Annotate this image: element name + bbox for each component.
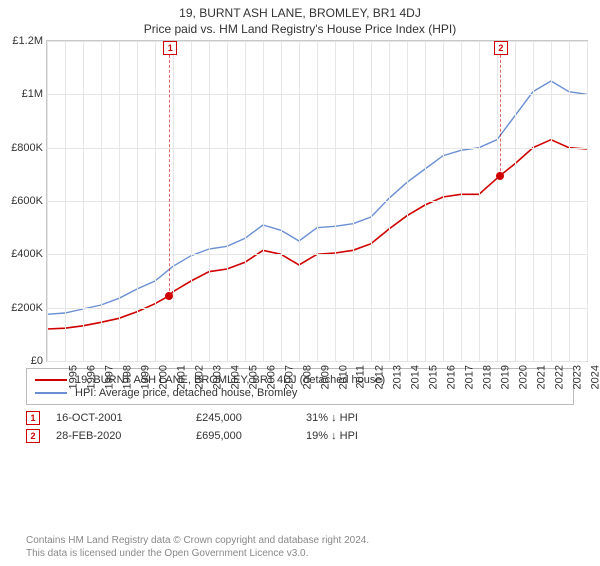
- y-tick: £400K: [11, 248, 43, 260]
- y-tick: £1M: [22, 88, 43, 100]
- x-tick: 2024: [589, 365, 600, 389]
- x-tick: 2002: [193, 365, 205, 389]
- x-tick: 2012: [373, 365, 385, 389]
- marker-dot-2: [496, 172, 504, 180]
- x-tick: 2013: [391, 365, 403, 389]
- x-tick: 2017: [463, 365, 475, 389]
- marker-dot-1: [165, 292, 173, 300]
- y-tick: £800K: [11, 142, 43, 154]
- x-tick: 2021: [535, 365, 547, 389]
- footer: Contains HM Land Registry data © Crown c…: [26, 534, 574, 560]
- y-tick: £200K: [11, 302, 43, 314]
- sale-date: 16-OCT-2001: [56, 412, 196, 424]
- x-tick: 2005: [247, 365, 259, 389]
- x-tick: 2015: [427, 365, 439, 389]
- plot-area: 1995199619971998199920002001200220032004…: [46, 40, 588, 362]
- x-tick: 2003: [211, 365, 223, 389]
- sales-table: 1 16-OCT-2001£245,00031% ↓ HPI 2 28-FEB-202…: [26, 411, 574, 443]
- sale-hpi: 19% ↓ HPI: [306, 430, 406, 442]
- footer-line-2: This data is licensed under the Open Gov…: [26, 547, 574, 560]
- x-tick: 1996: [85, 365, 97, 389]
- x-tick: 2018: [481, 365, 493, 389]
- x-tick: 2009: [319, 365, 331, 389]
- y-tick: £600K: [11, 195, 43, 207]
- marker-box-2: 2: [494, 41, 508, 55]
- x-tick: 2000: [157, 365, 169, 389]
- y-tick: £1.2M: [12, 35, 43, 47]
- x-tick: 2011: [355, 365, 367, 389]
- footer-line-1: Contains HM Land Registry data © Crown c…: [26, 534, 574, 547]
- x-tick: 2020: [517, 365, 529, 389]
- y-tick: £0: [31, 355, 43, 367]
- x-tick: 2019: [499, 365, 511, 389]
- x-tick: 2004: [229, 365, 241, 389]
- x-tick: 2010: [337, 365, 349, 389]
- x-tick: 2006: [265, 365, 277, 389]
- x-tick: 2023: [571, 365, 583, 389]
- chart-title: 19, BURNT ASH LANE, BROMLEY, BR1 4DJ: [0, 6, 600, 20]
- legend-swatch: [35, 392, 67, 394]
- x-tick: 2008: [301, 365, 313, 389]
- sale-date: 28-FEB-2020: [56, 430, 196, 442]
- marker-box-1: 1: [163, 41, 177, 55]
- sale-row: 1 16-OCT-2001£245,00031% ↓ HPI: [26, 411, 574, 425]
- sale-price: £245,000: [196, 412, 306, 424]
- x-tick: 1995: [67, 365, 79, 389]
- legend-swatch: [35, 379, 67, 381]
- sale-id-box: 2: [26, 429, 40, 443]
- x-tick: 1997: [103, 365, 115, 389]
- x-tick: 2022: [553, 365, 565, 389]
- chart-subtitle: Price paid vs. HM Land Registry's House …: [0, 22, 600, 36]
- x-tick: 2007: [283, 365, 295, 389]
- x-tick: 2001: [175, 365, 187, 389]
- sale-hpi: 31% ↓ HPI: [306, 412, 406, 424]
- sale-price: £695,000: [196, 430, 306, 442]
- x-tick: 1998: [121, 365, 133, 389]
- x-tick: 2016: [445, 365, 457, 389]
- x-tick: 2014: [409, 365, 421, 389]
- sale-id-box: 1: [26, 411, 40, 425]
- chart-container: 1995199619971998199920002001200220032004…: [46, 40, 590, 362]
- x-tick: 1999: [139, 365, 151, 389]
- sale-row: 2 28-FEB-2020£695,00019% ↓ HPI: [26, 429, 574, 443]
